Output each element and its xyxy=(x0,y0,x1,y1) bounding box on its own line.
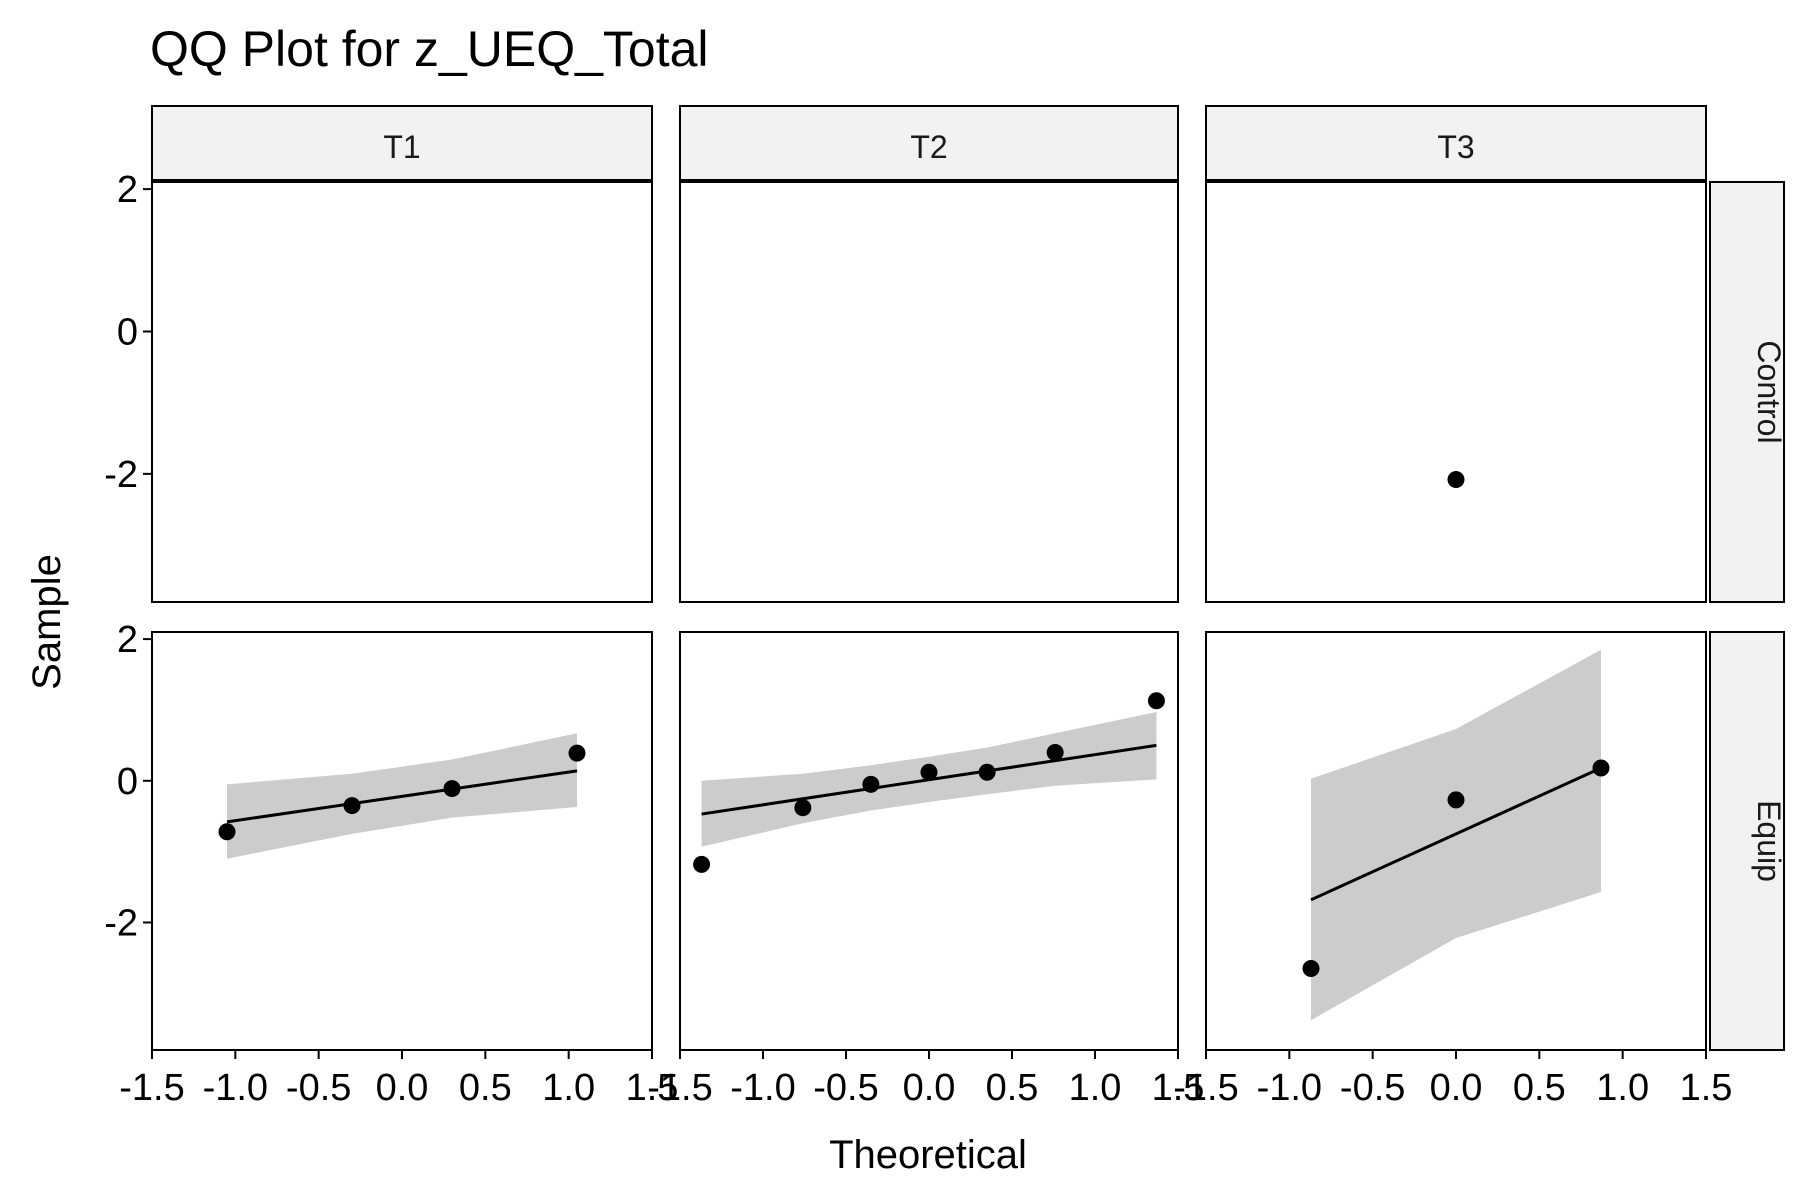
reference-line xyxy=(226,769,578,824)
data-point xyxy=(978,763,996,781)
facet-strip-col xyxy=(151,105,653,181)
panel-equip-t3 xyxy=(1205,631,1707,1051)
facet-strip-label-control: Control xyxy=(1751,340,1787,443)
panel-border xyxy=(1205,181,1707,603)
x-tick-label: -0.5 xyxy=(1340,1067,1405,1109)
x-tick-label: 1.5 xyxy=(1680,1067,1733,1109)
x-tick-label: 1.0 xyxy=(1596,1067,1649,1109)
plot-layer: T1 T2 T3 Control Equip 2 0 -2 2 0 -2 -1.5 -1.0 -0.5 0.… xyxy=(104,105,1787,1109)
data-point xyxy=(568,744,586,762)
panel-control-t3 xyxy=(1205,181,1707,603)
panel-equip-t1 xyxy=(151,631,653,1051)
facet-strip-label-t2: T2 xyxy=(910,129,947,165)
x-axis-title: Theoretical xyxy=(829,1133,1027,1177)
data-point xyxy=(1447,471,1465,489)
data-point xyxy=(862,775,880,793)
y-tick-label: -2 xyxy=(104,902,138,944)
x-tick-label: 0.0 xyxy=(376,1067,429,1109)
facet-strip-col xyxy=(1205,105,1707,181)
x-tick-label: 1.5 xyxy=(626,1067,679,1109)
y-tick-label: -2 xyxy=(104,454,138,496)
x-tick-label: 0.5 xyxy=(1513,1067,1566,1109)
x-tick-label: 0.5 xyxy=(459,1067,512,1109)
data-point xyxy=(218,823,236,841)
y-tick-label: 0 xyxy=(117,761,138,803)
panel-control-t1 xyxy=(151,181,653,603)
panel-background xyxy=(152,182,652,602)
x-tick-label: 0.5 xyxy=(986,1067,1039,1109)
x-tick-label: -1.0 xyxy=(203,1067,268,1109)
reference-line xyxy=(1310,766,1602,902)
panel-background xyxy=(680,182,1178,602)
x-tick-label: 0.0 xyxy=(1430,1067,1483,1109)
facet-strip-label-t3: T3 xyxy=(1437,129,1474,165)
facet-strip-col xyxy=(679,105,1179,181)
y-tick-label: 2 xyxy=(117,619,138,661)
y-tick-label: 0 xyxy=(117,311,138,353)
x-tick-label: 1.5 xyxy=(1152,1067,1205,1109)
panel-equip-t2 xyxy=(679,631,1179,1051)
data-point xyxy=(343,797,361,815)
x-tick-label: 1.0 xyxy=(542,1067,595,1109)
x-tick-label: -0.5 xyxy=(813,1067,878,1109)
data-point xyxy=(794,799,812,817)
x-tick-label: -1.5 xyxy=(647,1067,712,1109)
x-tick-label: 0.0 xyxy=(903,1067,956,1109)
y-axis-title: Sample xyxy=(25,554,69,690)
x-tick-label: -1.5 xyxy=(1173,1067,1238,1109)
panel-background xyxy=(1206,182,1706,602)
chart-title: QQ Plot for z_UEQ_Total xyxy=(150,21,709,77)
data-point xyxy=(1592,759,1610,777)
data-point xyxy=(1302,960,1320,978)
panel-background xyxy=(680,632,1178,1050)
facet-strip-label-t1: T1 xyxy=(383,129,420,165)
data-point xyxy=(1046,743,1064,761)
y-tick-label: 2 xyxy=(117,169,138,211)
data-point xyxy=(1447,791,1465,809)
x-tick-label: -1.0 xyxy=(730,1067,795,1109)
x-tick-label: -1.5 xyxy=(119,1067,184,1109)
x-tick-label: -1.0 xyxy=(1257,1067,1322,1109)
data-point xyxy=(1147,692,1165,710)
x-tick-label: -0.5 xyxy=(286,1067,351,1109)
panel-border xyxy=(679,181,1179,603)
data-point xyxy=(443,780,461,798)
x-tick-label: 1.0 xyxy=(1069,1067,1122,1109)
facet-strip-row xyxy=(1709,181,1785,603)
facet-strip-label-equip: Equip xyxy=(1751,800,1787,882)
facet-strip-row xyxy=(1709,631,1785,1051)
data-point xyxy=(693,855,711,873)
panel-control-t2 xyxy=(679,181,1179,603)
data-point xyxy=(920,763,938,781)
